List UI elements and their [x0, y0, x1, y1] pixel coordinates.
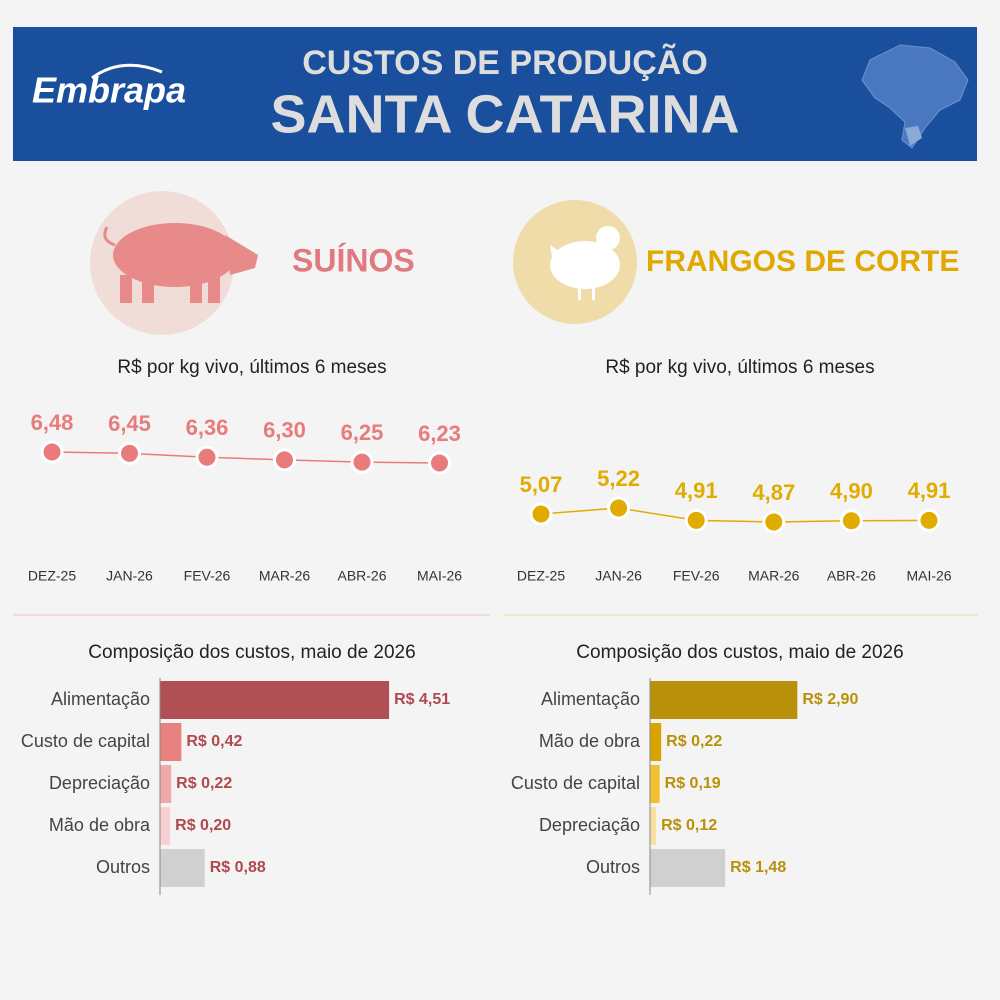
- logo-swoosh: [91, 63, 163, 80]
- value-label: 6,36: [186, 415, 229, 440]
- bar: [160, 849, 205, 887]
- point: [428, 451, 451, 475]
- line: [51, 451, 440, 464]
- pig-icon: [103, 223, 258, 303]
- point: [684, 508, 708, 532]
- header-subtitle: SANTA CATARINA: [271, 84, 740, 144]
- value-label: R$ 0,19: [665, 775, 721, 792]
- chart-subtitle: Composição dos custos, maio de 2026: [88, 642, 415, 663]
- value-label: R$ 0,20: [175, 817, 231, 834]
- x-tick-label: DEZ-25: [28, 568, 76, 584]
- bar: [650, 765, 660, 803]
- value-label: 5,07: [520, 472, 563, 497]
- section-title: SUÍNOS: [292, 242, 415, 278]
- chicken-icon: [550, 226, 620, 300]
- x-tick-label: FEV-26: [184, 568, 231, 584]
- value-label: R$ 0,22: [176, 775, 232, 792]
- point: [118, 441, 141, 465]
- x-tick-label: FEV-26: [673, 568, 720, 584]
- value-label: R$ 4,51: [394, 691, 450, 708]
- line: [540, 507, 930, 523]
- value-label: R$ 1,48: [730, 859, 786, 876]
- bar: [650, 849, 726, 887]
- point: [607, 496, 631, 520]
- chart-subtitle: Composição dos custos, maio de 2026: [576, 642, 903, 663]
- sc-highlight: [905, 126, 922, 146]
- brazil-map: [861, 44, 969, 149]
- value-label: 5,22: [597, 466, 640, 491]
- bar: [650, 723, 662, 761]
- y-tick-label: Depreciação: [49, 773, 150, 793]
- chart-subtitle: R$ por kg vivo, últimos 6 meses: [117, 357, 386, 378]
- y-tick-label: Mão de obra: [539, 731, 641, 751]
- x-tick-label: MAI-26: [906, 568, 951, 584]
- value-label: 6,25: [341, 420, 384, 445]
- bar: [160, 765, 172, 803]
- value-label: R$ 0,22: [666, 733, 722, 750]
- x-tick-label: MAI-26: [417, 568, 462, 584]
- value-label: 4,90: [830, 479, 873, 504]
- value-label: 6,30: [263, 418, 306, 443]
- value-label: 6,48: [31, 410, 74, 435]
- value-label: R$ 0,42: [186, 733, 242, 750]
- y-tick-label: Alimentação: [51, 689, 150, 709]
- point: [195, 445, 219, 469]
- point: [273, 448, 296, 472]
- x-tick-label: JAN-26: [106, 568, 153, 584]
- bar: [160, 723, 182, 761]
- y-tick-label: Alimentação: [541, 689, 640, 709]
- y-tick-label: Custo de capital: [21, 731, 150, 751]
- y-tick-label: Mão de obra: [49, 815, 151, 835]
- y-tick-label: Outros: [586, 857, 640, 877]
- point: [839, 509, 863, 533]
- x-tick-label: MAR-26: [259, 568, 311, 584]
- y-tick-label: Outros: [96, 857, 150, 877]
- point: [762, 510, 786, 534]
- point: [529, 502, 553, 526]
- bar: [160, 807, 171, 845]
- value-label: 6,45: [108, 411, 151, 436]
- x-tick-label: DEZ-25: [517, 568, 565, 584]
- chart-subtitle: R$ por kg vivo, últimos 6 meses: [605, 357, 874, 378]
- x-tick-label: JAN-26: [595, 568, 642, 584]
- section-title: FRANGOS DE CORTE: [646, 245, 959, 278]
- value-label: 4,87: [752, 480, 795, 505]
- value-label: R$ 0,12: [661, 817, 717, 834]
- header-banner: [13, 27, 977, 161]
- value-label: 4,91: [675, 478, 718, 503]
- y-tick-label: Depreciação: [539, 815, 640, 835]
- bar: [650, 807, 657, 845]
- point: [350, 450, 374, 474]
- logo: Embrapa: [32, 70, 186, 111]
- header-title: CUSTOS DE PRODUÇÃO: [302, 44, 708, 82]
- x-tick-label: MAR-26: [748, 568, 800, 584]
- value-label: 6,23: [418, 421, 461, 446]
- bar: [650, 681, 798, 719]
- bar: [160, 681, 390, 719]
- value-label: R$ 2,90: [802, 691, 858, 708]
- point: [917, 508, 941, 532]
- value-label: 4,91: [908, 478, 951, 503]
- x-tick-label: ABR-26: [337, 568, 386, 584]
- x-tick-label: ABR-26: [827, 568, 876, 584]
- y-tick-label: Custo de capital: [511, 773, 640, 793]
- point: [40, 440, 64, 464]
- value-label: R$ 0,88: [210, 859, 266, 876]
